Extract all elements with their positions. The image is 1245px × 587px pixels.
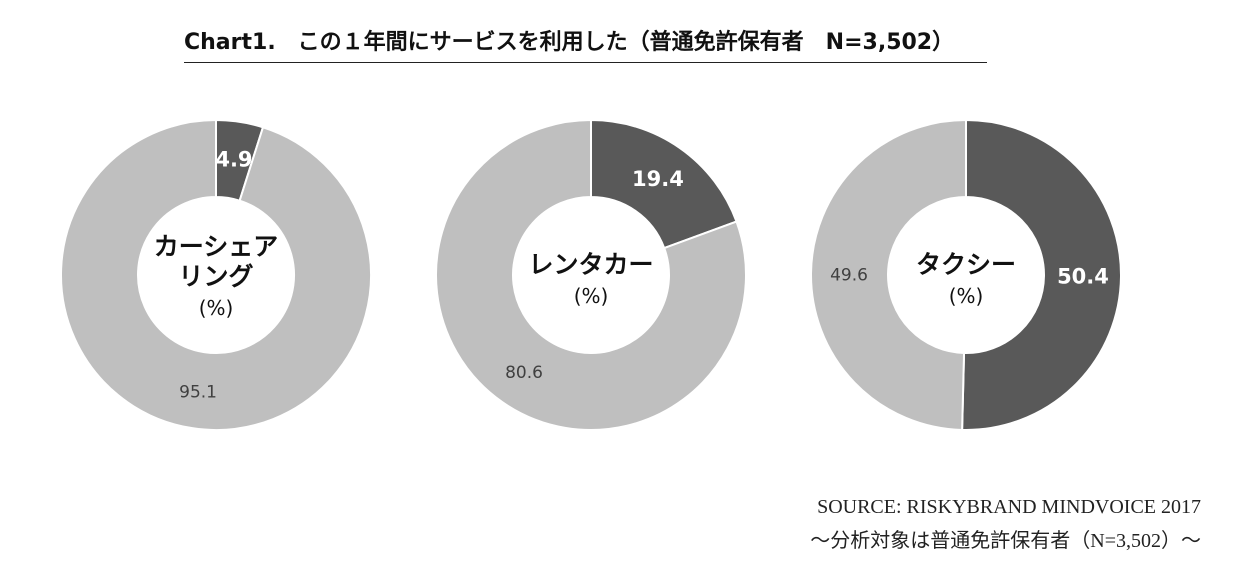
donut-slice — [435, 118, 747, 431]
donut-hole — [514, 198, 668, 352]
donut-hole — [139, 198, 293, 352]
donut-slice — [60, 118, 372, 431]
data-label: 95.1 — [179, 383, 217, 403]
center-title-label: タクシー — [916, 250, 1016, 279]
data-label: 4.9 — [215, 147, 252, 171]
donut-slice — [810, 118, 967, 431]
center-unit-label: (%) — [949, 284, 984, 308]
donut-slice — [590, 118, 738, 250]
center-unit-label: (%) — [199, 296, 234, 320]
source-subline: ～分析対象は普通免許保有者（N=3,502）～ — [810, 530, 1201, 552]
donut-hole — [889, 198, 1043, 352]
source-note: SOURCE: RISKYBRAND MINDVOICE 2017 ～分析対象は… — [810, 490, 1201, 558]
data-label: 50.4 — [1057, 264, 1109, 288]
chart-title: Chart1. この１年間にサービスを利用した（普通免許保有者 N=3,502） — [184, 28, 987, 63]
center-unit-label: (%) — [574, 284, 609, 308]
center-title-label: リング — [178, 262, 253, 291]
center-title-label: カーシェア — [154, 232, 279, 261]
center-title-label: レンタカー — [528, 250, 653, 279]
data-label: 80.6 — [505, 363, 543, 383]
data-label: 19.4 — [632, 167, 684, 191]
source-line: SOURCE: RISKYBRAND MINDVOICE 2017 — [817, 496, 1201, 518]
data-label: 49.6 — [830, 266, 868, 286]
donut-slice — [961, 118, 1122, 431]
